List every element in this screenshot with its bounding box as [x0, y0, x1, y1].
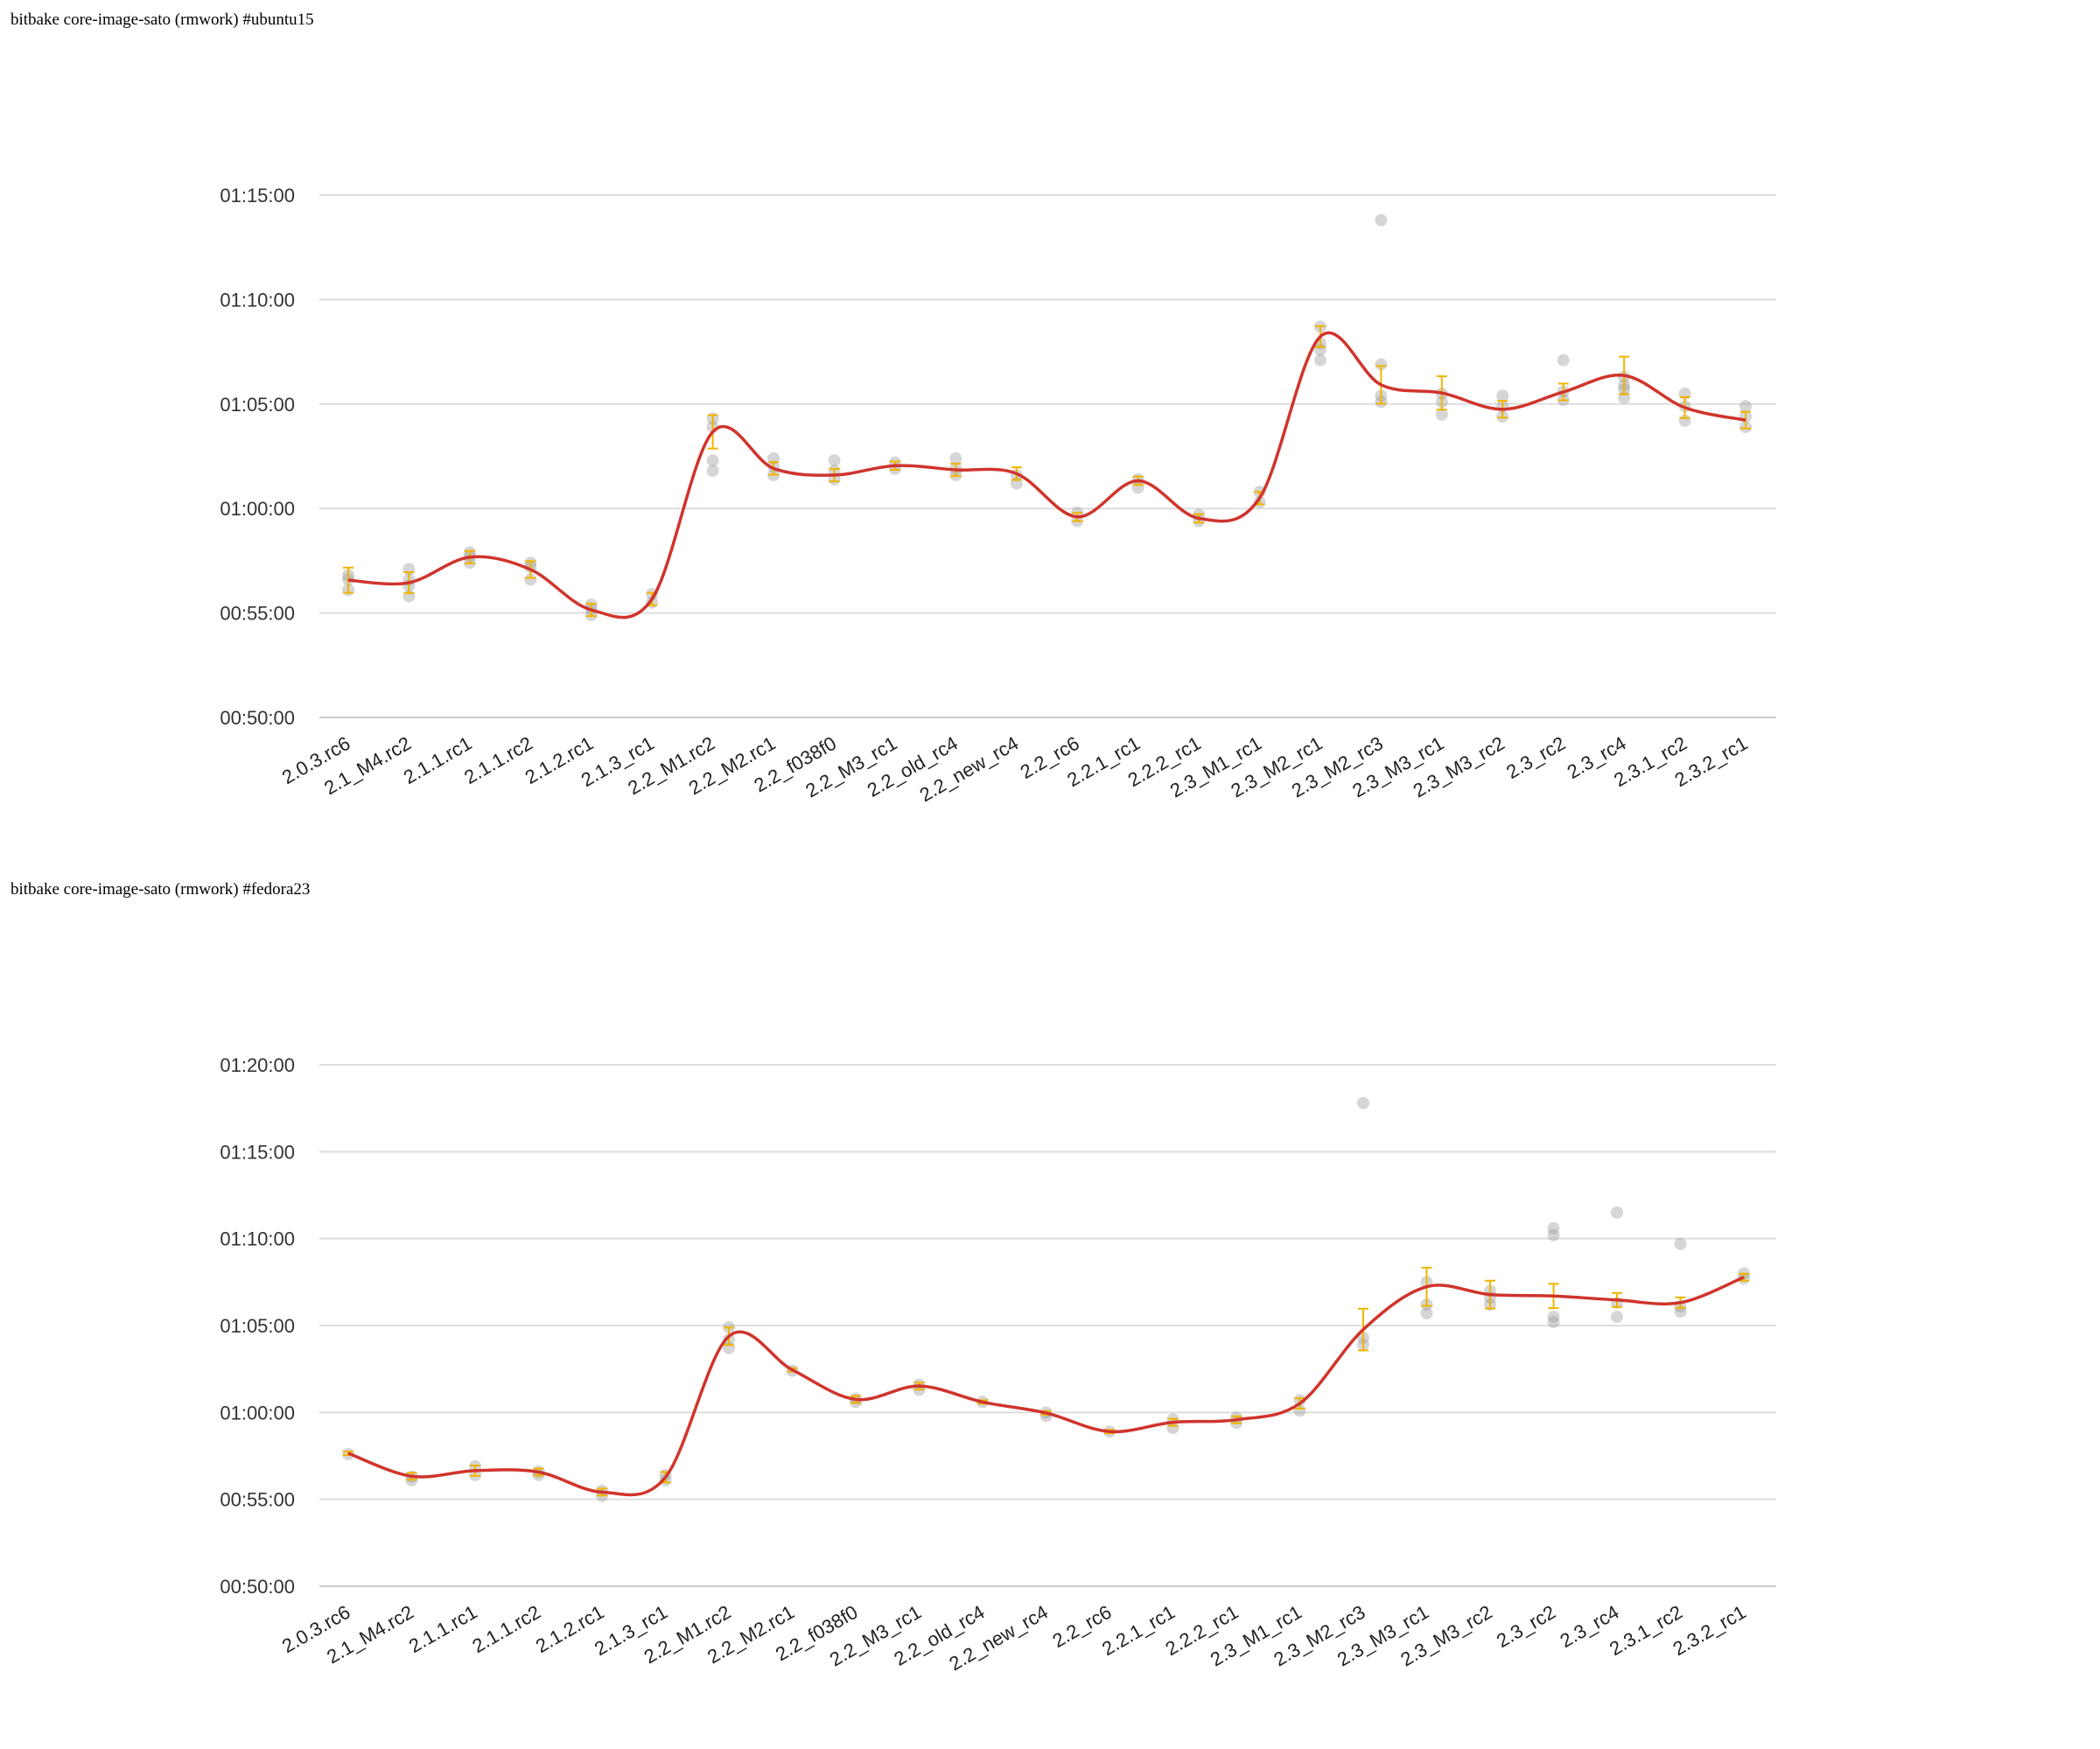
data-point [706, 465, 719, 478]
y-tick-label: 00:55:00 [220, 603, 295, 625]
x-tick-label: 2.1.1.rc1 [400, 732, 476, 788]
x-tick-label: 2.3_rc2 [1493, 1601, 1559, 1652]
data-point [1547, 1221, 1560, 1235]
y-tick-label: 01:00:00 [220, 498, 295, 520]
data-point [1547, 1228, 1560, 1242]
x-tick-label: 2.3.2_rc1 [1670, 1601, 1750, 1661]
data-point [1375, 358, 1388, 371]
mean-line [347, 331, 1746, 619]
data-point [1547, 1311, 1560, 1324]
y-tick-label: 00:50:00 [220, 1576, 295, 1598]
y-tick-label: 01:10:00 [220, 289, 295, 311]
data-point [828, 454, 841, 467]
y-tick-label: 01:15:00 [220, 1141, 295, 1163]
y-tick-label: 01:00:00 [220, 1402, 295, 1424]
data-point [1313, 353, 1326, 367]
data-point [524, 573, 537, 586]
y-tick-label: 01:15:00 [220, 185, 295, 206]
data-point [1420, 1307, 1433, 1320]
x-tick-label: 2.1.1.rc2 [468, 1601, 544, 1657]
data-point [706, 454, 719, 467]
data-point [1547, 1316, 1560, 1329]
data-point [1357, 1096, 1369, 1109]
chart-0: 00:50:00 00:55:00 01:00:00 01:05:00 01:10:00… [220, 185, 1776, 806]
y-tick-label: 00:50:00 [220, 707, 295, 729]
chart-title-fedora23: bitbake core-image-sato (rmwork) #fedora… [10, 880, 311, 899]
data-point [1740, 400, 1752, 413]
y-tick-label: 01:05:00 [220, 394, 295, 416]
data-point [949, 451, 962, 465]
x-tick-label: 2.1.1.rc2 [460, 732, 536, 788]
data-point [1611, 1311, 1623, 1324]
y-tick-label: 01:05:00 [220, 1315, 295, 1337]
y-tick-label: 01:10:00 [220, 1228, 295, 1250]
chart-title-ubuntu15: bitbake core-image-sato (rmwork) #ubuntu… [10, 10, 314, 29]
mean-line [347, 1276, 1745, 1497]
data-point [1496, 389, 1509, 402]
data-point [1611, 1206, 1623, 1219]
data-point [1375, 213, 1388, 227]
y-tick-label: 00:55:00 [220, 1489, 295, 1511]
data-point [1557, 353, 1570, 367]
chart-1: 00:50:00 00:55:00 01:00:00 01:05:00 01:10:00… [220, 1054, 1776, 1675]
data-point [1293, 1404, 1306, 1417]
data-point [1674, 1237, 1687, 1250]
y-tick-label: 01:20:00 [220, 1054, 295, 1076]
x-tick-label: 2.3_rc2 [1502, 732, 1569, 783]
data-point [1435, 408, 1448, 421]
x-tick-label: 2.1.1.rc1 [405, 1601, 481, 1657]
